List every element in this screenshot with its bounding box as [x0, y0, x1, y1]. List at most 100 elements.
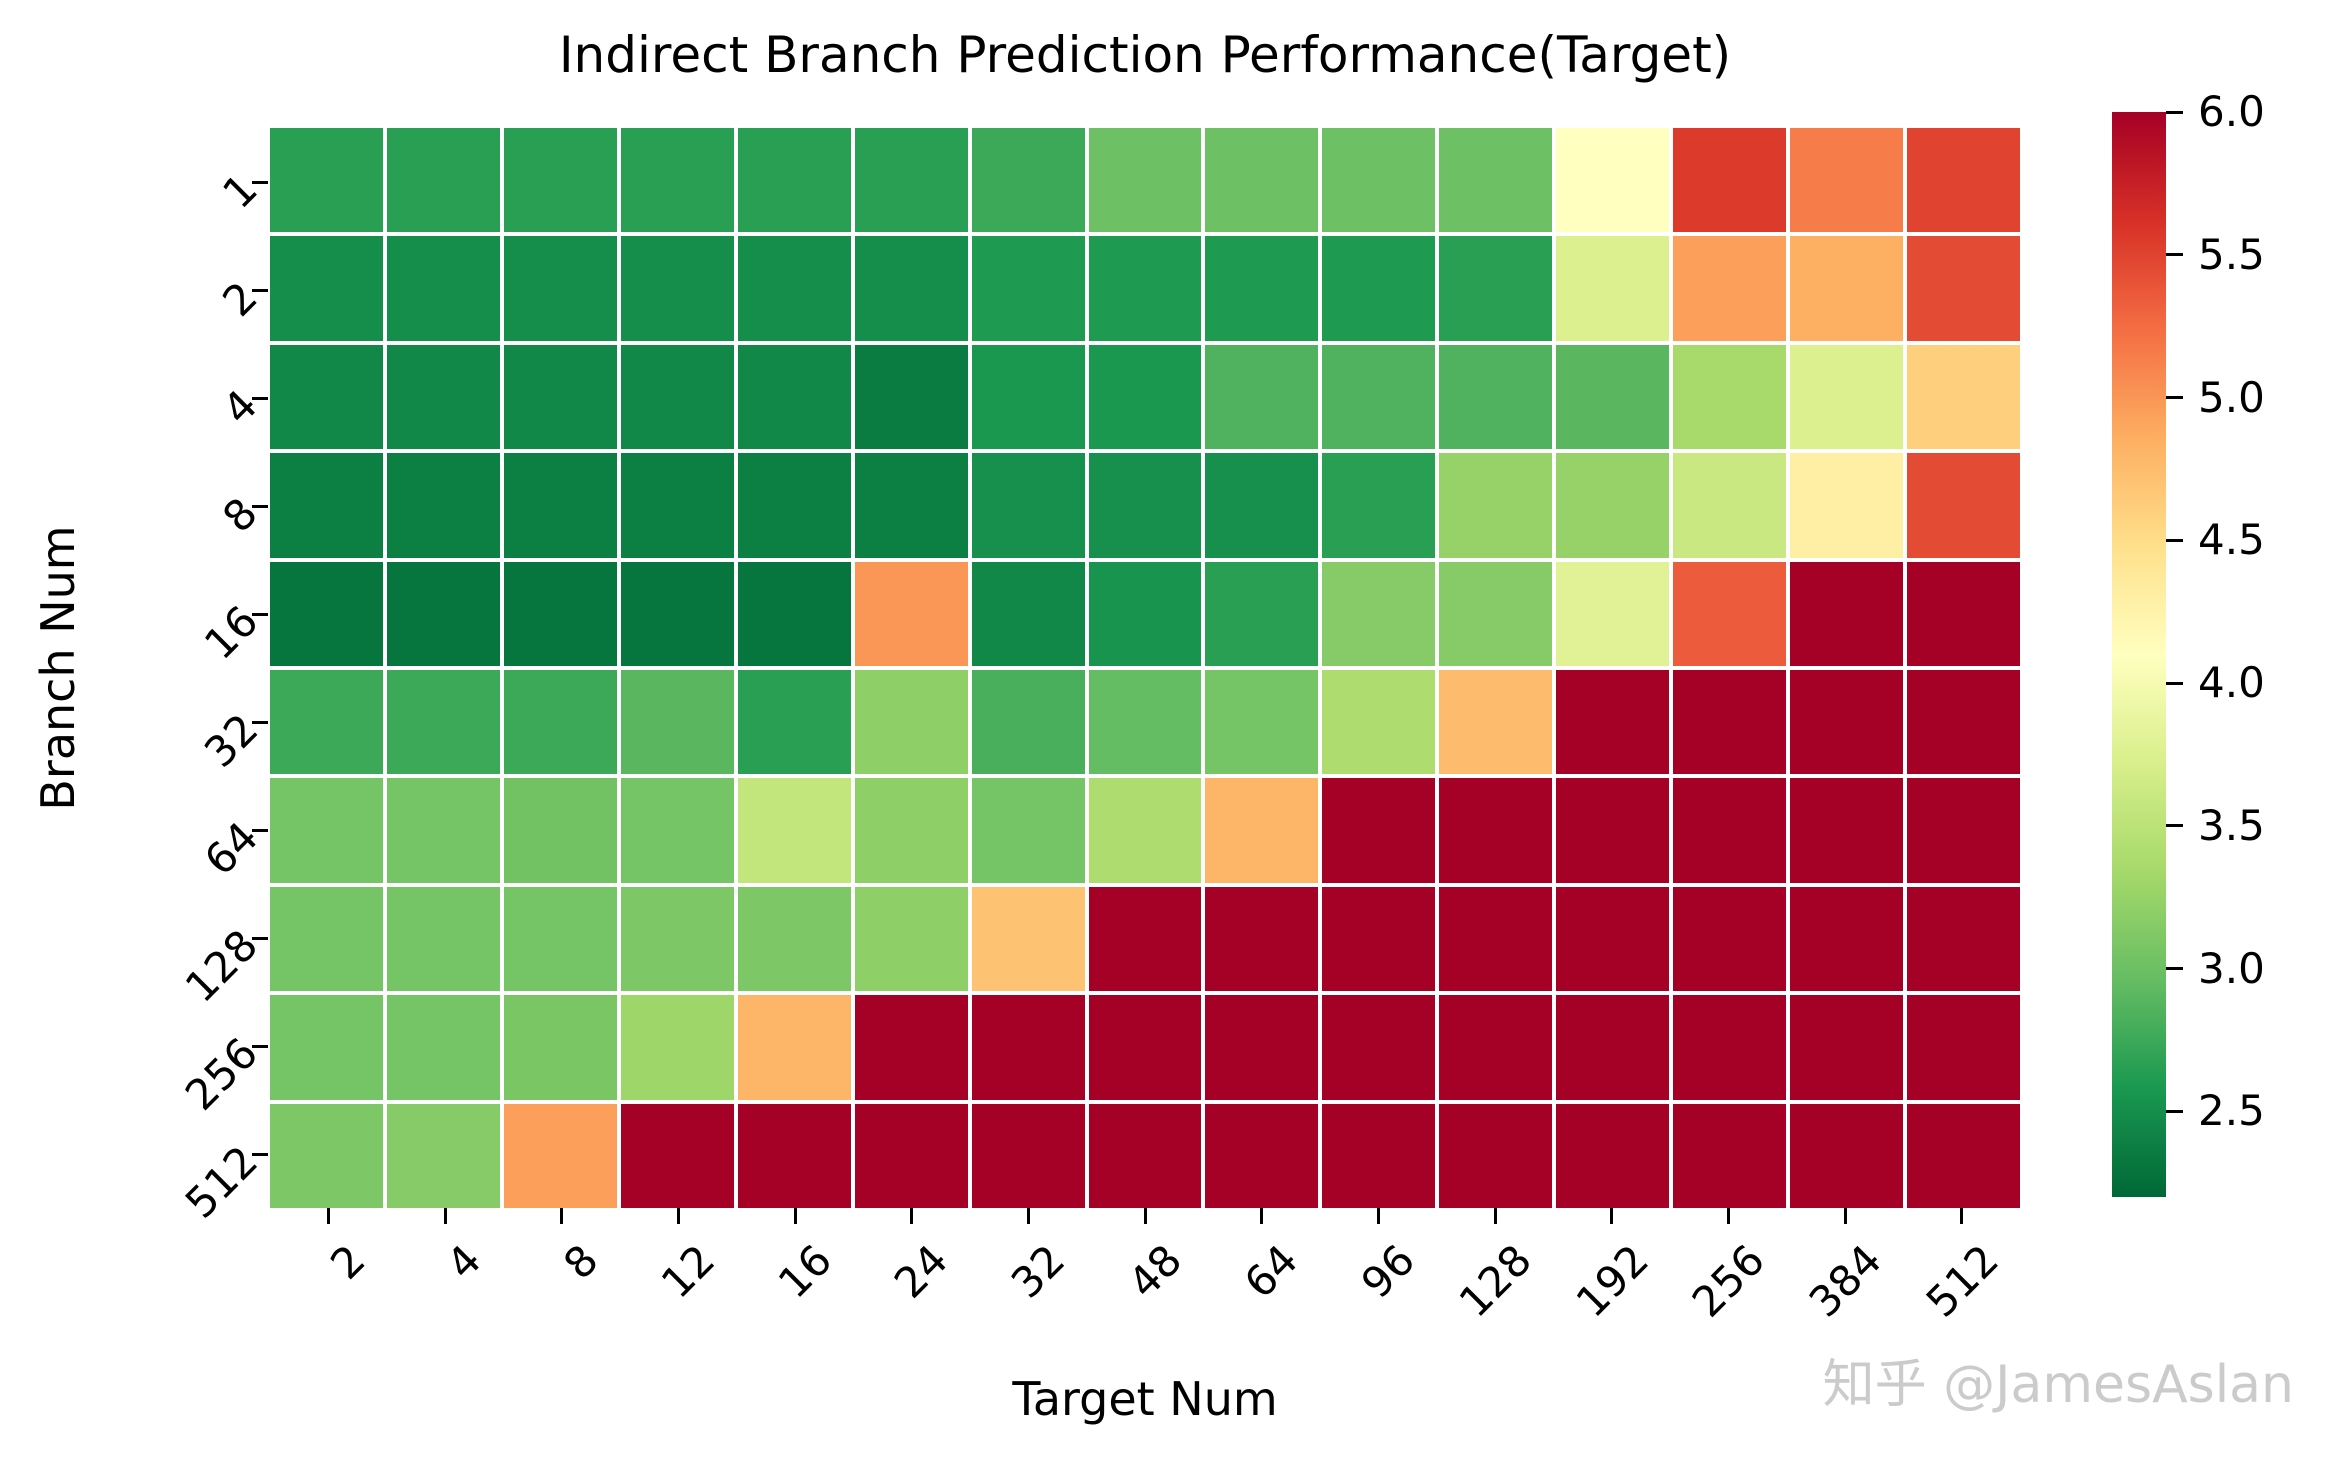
heatmap-cell [270, 128, 383, 233]
heatmap-cell [503, 236, 617, 341]
heatmap-cell [620, 344, 734, 450]
x-tick-label: 2 [320, 1235, 375, 1289]
heatmap-cell [854, 561, 968, 666]
heatmap-cell [1790, 344, 1904, 450]
x-tick-mark [1726, 1208, 1730, 1224]
heatmap-cell [503, 670, 617, 775]
heatmap-cell [854, 778, 968, 883]
heatmap-cell [1673, 344, 1787, 450]
heatmap-cell [971, 1103, 1085, 1208]
x-tick-label: 12 [651, 1235, 725, 1308]
y-tick-label: 2 [213, 272, 267, 326]
heatmap-cell [1556, 344, 1670, 450]
x-tick-mark [1493, 1208, 1497, 1224]
x-tick-mark [676, 1208, 680, 1224]
heatmap-cell [1439, 128, 1553, 233]
x-tick-mark [326, 1208, 330, 1224]
colorbar-tick-label: 5.0 [2198, 372, 2265, 422]
x-tick-label: 512 [1916, 1235, 2008, 1327]
heatmap-cell [1907, 344, 2020, 450]
x-tick-label: 8 [553, 1235, 608, 1289]
colorbar-tick-label: 6.0 [2198, 87, 2265, 136]
heatmap-cell [1673, 236, 1787, 341]
heatmap-cell [386, 1103, 500, 1208]
heatmap-cell [1439, 236, 1553, 341]
heatmap-cell [1790, 995, 1904, 1100]
x-tick-label: 64 [1235, 1235, 1308, 1308]
heatmap-cell [737, 453, 851, 558]
heatmap-cell [1205, 778, 1319, 883]
y-tick-label: 1 [213, 164, 267, 218]
heatmap-cell [737, 670, 851, 775]
heatmap-cell [971, 344, 1085, 450]
y-tick-mark [252, 396, 268, 400]
heatmap-cell [620, 453, 734, 558]
heatmap-cell [854, 1103, 968, 1208]
heatmap-cell [1439, 995, 1553, 1100]
heatmap-cell [1205, 995, 1319, 1100]
heatmap-cell [1322, 886, 1436, 992]
colorbar-tick-mark [2166, 1109, 2183, 1113]
heatmap-cell [1556, 236, 1670, 341]
heatmap-cell [854, 453, 968, 558]
heatmap-cell [386, 886, 500, 992]
y-tick-label: 64 [194, 812, 267, 885]
heatmap-cell [503, 995, 617, 1100]
heatmap-cell [737, 778, 851, 883]
heatmap-cell [1907, 1103, 2020, 1208]
heatmap-cell [1322, 453, 1436, 558]
x-tick-mark [560, 1208, 564, 1224]
heatmap-cell [270, 236, 383, 341]
heatmap-cell [386, 344, 500, 450]
watermark: 知乎 @JamesAslan [1822, 1355, 2294, 1415]
y-tick-label: 32 [194, 704, 267, 777]
heatmap-cell [1088, 670, 1202, 775]
heatmap-cell [503, 453, 617, 558]
heatmap-cell [386, 128, 500, 233]
heatmap-cell [1907, 778, 2020, 883]
heatmap-cell [737, 995, 851, 1100]
heatmap-cell [1673, 995, 1787, 1100]
colorbar-tick-mark [2166, 110, 2183, 114]
heatmap-cell [1205, 344, 1319, 450]
heatmap-cell [971, 670, 1085, 775]
heatmap-cell [1556, 886, 1670, 992]
x-tick-label: 96 [1351, 1235, 1425, 1308]
heatmap-cell [1790, 778, 1904, 883]
colorbar-tick-label: 5.5 [2198, 229, 2265, 279]
heatmap-cell [1556, 561, 1670, 666]
x-tick-label: 24 [885, 1235, 958, 1308]
x-tick-label: 32 [1001, 1235, 1075, 1308]
heatmap-cell [1790, 561, 1904, 666]
heatmap-cell [1088, 886, 1202, 992]
colorbar-tick-mark [2166, 681, 2183, 685]
chart-title: Indirect Branch Prediction Performance(T… [558, 26, 1732, 84]
heatmap-cell [270, 886, 383, 992]
x-tick-label: 256 [1682, 1235, 1775, 1327]
heatmap-cell [270, 1103, 383, 1208]
heatmap-cell [1322, 128, 1436, 233]
heatmap-cell [1088, 778, 1202, 883]
heatmap-cell [1790, 128, 1904, 233]
heatmap-cell [620, 236, 734, 341]
heatmap-cell [854, 344, 968, 450]
heatmap-cell [1439, 1103, 1553, 1208]
heatmap-cell [737, 1103, 851, 1208]
heatmap-cell [1322, 561, 1436, 666]
heatmap-cell [1556, 453, 1670, 558]
heatmap-cell [270, 344, 383, 450]
heatmap-cell [971, 561, 1085, 666]
heatmap-cell [1205, 236, 1319, 341]
heatmap-cell [386, 236, 500, 341]
colorbar-tick-mark [2166, 967, 2183, 971]
colorbar-tick-label: 2.5 [2198, 1086, 2265, 1136]
x-tick-mark [1026, 1208, 1030, 1224]
heatmap-cell [1790, 886, 1904, 992]
heatmap-cell [503, 778, 617, 883]
y-tick-mark [252, 180, 268, 184]
heatmap-cell [1322, 778, 1436, 883]
heatmap-cell [1205, 453, 1319, 558]
heatmap-cell [270, 561, 383, 666]
heatmap-cell [503, 128, 617, 233]
